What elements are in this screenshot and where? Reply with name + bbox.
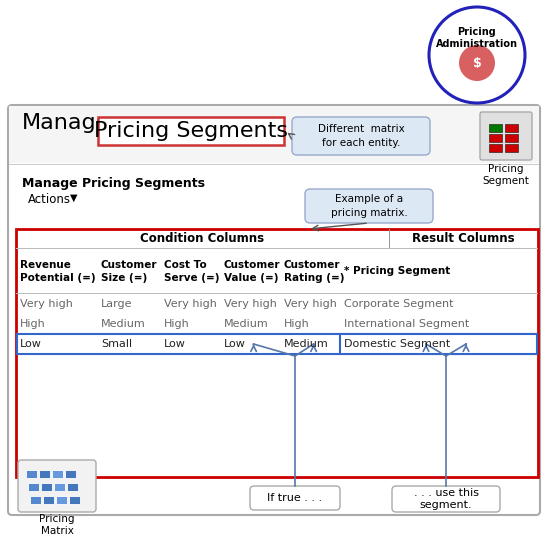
Bar xyxy=(69,496,80,504)
Text: Medium: Medium xyxy=(101,319,146,329)
Bar xyxy=(56,496,67,504)
Text: Customer
Value (=): Customer Value (=) xyxy=(224,261,280,283)
Bar xyxy=(489,134,502,142)
Text: Result Columns: Result Columns xyxy=(412,233,515,245)
Bar xyxy=(9,164,539,165)
FancyBboxPatch shape xyxy=(8,105,540,515)
Text: Low: Low xyxy=(224,339,245,349)
Bar xyxy=(39,470,50,478)
Bar xyxy=(28,483,39,491)
Text: Large: Large xyxy=(101,299,132,309)
FancyBboxPatch shape xyxy=(392,486,500,512)
FancyBboxPatch shape xyxy=(292,117,430,155)
Text: Domestic Segment: Domestic Segment xyxy=(343,339,450,349)
Text: Very high: Very high xyxy=(224,299,276,309)
Bar xyxy=(505,144,518,152)
Bar xyxy=(26,470,37,478)
Bar xyxy=(489,124,502,132)
Text: ▼: ▼ xyxy=(70,193,78,203)
FancyBboxPatch shape xyxy=(305,189,433,223)
Bar xyxy=(9,106,539,163)
Text: Very high: Very high xyxy=(284,299,336,309)
Bar xyxy=(16,229,538,477)
Bar xyxy=(41,483,52,491)
Circle shape xyxy=(459,45,495,81)
Text: Different  matrix
for each entity.: Different matrix for each entity. xyxy=(317,124,404,148)
Text: Pricing
Matrix: Pricing Matrix xyxy=(39,514,75,536)
Text: Low: Low xyxy=(20,339,42,349)
Text: . . . use this
segment.: . . . use this segment. xyxy=(413,488,479,510)
Text: * Pricing Segment: * Pricing Segment xyxy=(343,267,450,276)
Bar xyxy=(30,496,41,504)
Text: If true . . .: If true . . . xyxy=(268,493,322,503)
Bar xyxy=(98,117,284,145)
FancyBboxPatch shape xyxy=(480,112,532,160)
Bar xyxy=(17,334,537,354)
Text: Low: Low xyxy=(163,339,186,349)
Bar xyxy=(16,293,538,294)
Bar xyxy=(65,470,76,478)
Bar xyxy=(52,470,63,478)
FancyBboxPatch shape xyxy=(18,460,96,512)
Bar xyxy=(505,134,518,142)
Text: Medium: Medium xyxy=(284,339,329,349)
Text: Corporate Segment: Corporate Segment xyxy=(343,299,453,309)
Bar xyxy=(43,496,54,504)
FancyBboxPatch shape xyxy=(250,486,340,510)
Text: International Segment: International Segment xyxy=(343,319,469,329)
Bar xyxy=(505,124,518,132)
Bar xyxy=(67,483,78,491)
Text: Pricing Segments: Pricing Segments xyxy=(94,121,288,141)
Text: Pricing
Administration: Pricing Administration xyxy=(436,27,518,50)
Text: Pricing
Segment: Pricing Segment xyxy=(483,164,530,186)
Circle shape xyxy=(429,7,525,103)
Bar xyxy=(340,334,537,354)
Bar xyxy=(16,248,538,249)
Text: High: High xyxy=(163,319,189,329)
Text: High: High xyxy=(284,319,309,329)
Text: Customer
Rating (=): Customer Rating (=) xyxy=(284,261,344,283)
Text: Manage: Manage xyxy=(22,113,110,133)
Text: Medium: Medium xyxy=(224,319,268,329)
Text: High: High xyxy=(20,319,46,329)
Text: Manage Pricing Segments: Manage Pricing Segments xyxy=(22,177,205,190)
Text: Very high: Very high xyxy=(20,299,73,309)
Text: Revenue
Potential (=): Revenue Potential (=) xyxy=(20,261,96,283)
Text: Customer
Size (=): Customer Size (=) xyxy=(101,261,157,283)
Text: $: $ xyxy=(473,57,481,70)
Bar xyxy=(489,144,502,152)
Text: Very high: Very high xyxy=(163,299,217,309)
Bar xyxy=(389,229,390,249)
Text: Condition Columns: Condition Columns xyxy=(140,233,265,245)
Bar xyxy=(16,248,538,249)
Text: Example of a
pricing matrix.: Example of a pricing matrix. xyxy=(331,195,407,217)
Text: Cost To
Serve (=): Cost To Serve (=) xyxy=(163,261,219,283)
Bar xyxy=(54,483,65,491)
Text: Actions: Actions xyxy=(28,193,71,206)
Text: Small: Small xyxy=(101,339,132,349)
